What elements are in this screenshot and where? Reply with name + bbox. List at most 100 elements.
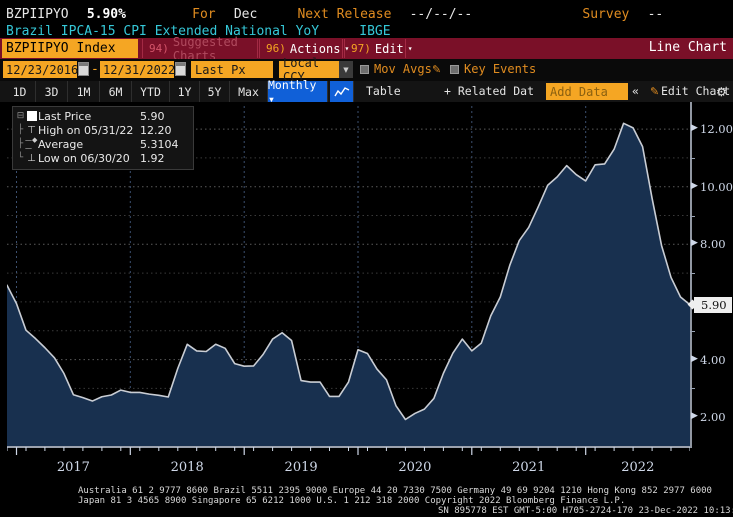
legend-row[interactable]: └ ⊥ Low on 06/30/20 1.92: [16, 151, 190, 165]
menu-edit[interactable]: 97) Edit ▾: [344, 39, 413, 58]
security-value: 5.90%: [86, 7, 126, 22]
line-chart-icon[interactable]: [330, 81, 354, 102]
period-1m[interactable]: 1M: [68, 81, 100, 102]
x-tick-label: 2018: [170, 460, 204, 475]
price-type-input[interactable]: Last Px: [191, 61, 273, 78]
y-axis: ▶ 2.00 ▶ 4.00 ▶ 8.00 ▶ 10.00 ▶ 12.00 5.90: [690, 102, 733, 462]
key-events-checkbox[interactable]: [450, 65, 459, 74]
security-header-row-1: BZPIIPYO 5.90% For Dec Next Release --/-…: [6, 3, 664, 22]
menu-suggested-charts[interactable]: 94) Suggested Charts: [142, 35, 258, 63]
menu-edit-label: Edit: [374, 41, 404, 56]
chart-canvas[interactable]: ▶ 2.00 ▶ 4.00 ▶ 8.00 ▶ 10.00 ▶ 12.00 5.90 20…: [0, 102, 733, 484]
mov-avgs-label[interactable]: Mov Avgs: [374, 62, 432, 76]
currency-select[interactable]: Local CCY: [279, 56, 339, 84]
period-ytd[interactable]: YTD: [132, 81, 170, 102]
series-line: [7, 122, 690, 421]
security-header: BZPIIPYO 5.90% For Dec Next Release --/-…: [0, 0, 733, 39]
footer: Australia 61 2 9777 8600 Brazil 5511 239…: [0, 484, 733, 517]
key-events-label[interactable]: Key Events: [464, 62, 537, 76]
chevron-down-icon[interactable]: ▼: [339, 61, 353, 78]
for-period: Dec: [233, 7, 258, 22]
x-tick-label: 2021: [512, 460, 546, 475]
pencil-icon[interactable]: ✎: [432, 63, 442, 76]
next-release-value: --/--/--: [409, 7, 473, 22]
high-marker-icon: ⊤: [27, 124, 36, 136]
menu-bar: BZPIIPYO Index 94) Suggested Charts 96) …: [0, 35, 733, 63]
gear-icon[interactable]: ⚙: [716, 85, 727, 99]
y-tick-minor: [690, 215, 695, 217]
period-1y[interactable]: 1Y: [170, 81, 200, 102]
y-tick-marker: ▶: [691, 353, 698, 364]
edit-chart-button[interactable]: Edit Chart: [661, 84, 731, 98]
security-header-row-2: Brazil IPCA-15 CPI Extended National YoY…: [6, 20, 391, 39]
period-1d[interactable]: 1D: [4, 81, 36, 102]
calendar-icon[interactable]: [175, 62, 186, 76]
for-label: For: [192, 7, 216, 22]
related-data-button[interactable]: + Related Dat: [444, 84, 535, 98]
legend-row[interactable]: ├ ⊤ High on 05/31/22 12.20: [16, 123, 190, 137]
date-range-separator: -: [91, 62, 99, 77]
color-swatch-icon: [25, 111, 38, 121]
tree-collapse-icon[interactable]: ⊟: [16, 111, 25, 121]
tree-branch-icon: ├: [17, 139, 24, 149]
menu-edit-number: 97): [351, 42, 371, 55]
legend-label: Last Price: [38, 109, 92, 123]
next-release-label: Next Release: [297, 7, 392, 22]
survey-value: --: [647, 7, 664, 22]
y-tick-marker: ▶: [691, 123, 698, 134]
chart-type-label: Line Chart: [648, 40, 727, 55]
x-axis-ruler: [7, 446, 690, 455]
security-source: IBGE: [359, 24, 391, 39]
period-3d[interactable]: 3D: [36, 81, 68, 102]
collapse-panel-button[interactable]: «: [632, 84, 639, 98]
last-price-axis-label: 5.90: [694, 296, 732, 313]
y-tick-label: 8.00: [700, 237, 726, 252]
y-tick-minor: [690, 330, 695, 332]
table-button[interactable]: Table: [366, 84, 401, 98]
y-tick-marker: ▶: [691, 238, 698, 249]
y-tick-label: 4.00: [700, 352, 726, 367]
legend-value: 12.20: [140, 123, 172, 137]
end-date-input[interactable]: 12/31/2022: [100, 61, 175, 78]
footer-contacts-line-1: Australia 61 2 9777 8600 Brazil 5511 239…: [78, 486, 712, 496]
y-tick-label: 10.00: [700, 179, 733, 194]
menu-actions[interactable]: 96) Actions ▾: [259, 39, 349, 58]
y-tick-label: 2.00: [700, 410, 726, 425]
frequency-select[interactable]: Monthly ▾: [268, 78, 328, 106]
tree-branch-icon: ├: [17, 125, 24, 135]
chevron-down-icon: ▾: [344, 44, 350, 53]
legend-value: 5.3104: [140, 137, 179, 151]
legend-row[interactable]: ⊟ Last Price 5.90: [16, 109, 190, 123]
footer-contacts-line-2: Japan 81 3 4565 8900 Singapore 65 6212 1…: [78, 496, 626, 506]
y-tick-minor: [690, 273, 695, 275]
average-marker-icon: —◆—: [25, 136, 38, 152]
toolbar-row-2: 1D 3D 1M 6M YTD 1Y 5Y Max Monthly ▾ Tabl…: [0, 78, 733, 106]
menu-suggested-charts-number: 94): [149, 42, 169, 55]
legend-label: Average: [38, 137, 84, 151]
y-tick-marker: ▶: [691, 180, 698, 191]
ticker-input[interactable]: BZPIIPYO Index: [2, 39, 138, 58]
period-max[interactable]: Max: [230, 81, 268, 102]
mov-avgs-checkbox[interactable]: [360, 65, 369, 74]
period-6m[interactable]: 6M: [100, 81, 132, 102]
toolbar-row-1: 12/23/2016 - 12/31/2022 Last Px Local CC…: [0, 56, 733, 84]
calendar-icon[interactable]: [78, 62, 89, 76]
survey-label: Survey: [582, 7, 630, 22]
menu-actions-number: 96): [266, 42, 286, 55]
pencil-icon[interactable]: ✎: [650, 85, 660, 98]
y-tick-label: 12.00: [700, 122, 733, 137]
chart-legend[interactable]: ⊟ Last Price 5.90 ├ ⊤ High on 05/31/22 1…: [12, 106, 194, 170]
period-5y[interactable]: 5Y: [200, 81, 230, 102]
legend-label: High on 05/31/22: [38, 123, 134, 137]
add-data-input[interactable]: Add Data: [546, 83, 628, 100]
footer-session-line: SN 895778 EST GMT-5:00 H705-2724-170 23-…: [438, 506, 733, 516]
x-tick-label: 2022: [621, 460, 655, 475]
legend-value: 1.92: [140, 151, 165, 165]
start-date-input[interactable]: 12/23/2016: [3, 61, 78, 78]
menu-actions-label: Actions: [289, 41, 341, 56]
legend-value: 5.90: [140, 109, 165, 123]
chevron-down-icon: ▾: [407, 44, 413, 53]
legend-row[interactable]: ├ —◆— Average 5.3104: [16, 136, 190, 152]
low-marker-icon: ⊥: [27, 152, 36, 164]
